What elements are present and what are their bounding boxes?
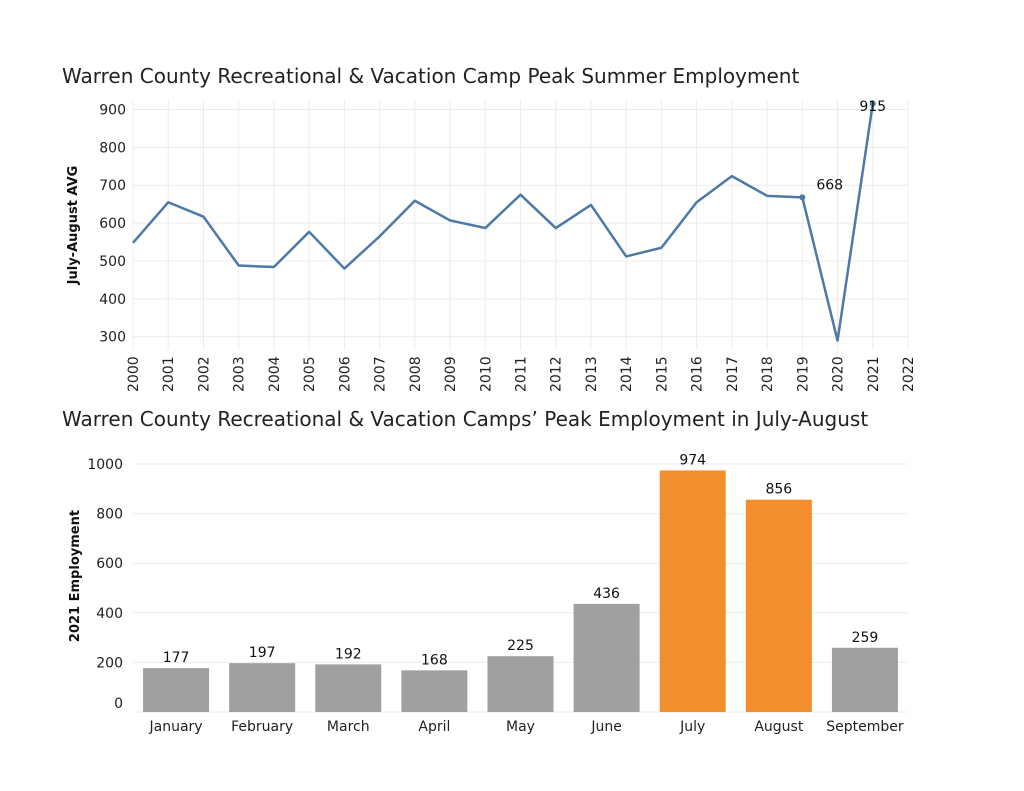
data-label: 915 xyxy=(859,99,886,115)
x-tick-label: 2011 xyxy=(514,356,530,392)
y-tick-label: 400 xyxy=(99,292,126,308)
data-label: 668 xyxy=(816,177,843,193)
bar xyxy=(315,664,382,712)
x-tick-label: August xyxy=(754,719,804,735)
x-tick-label: 2021 xyxy=(866,356,882,392)
data-label: 197 xyxy=(249,645,276,661)
x-tick-label: May xyxy=(506,719,535,735)
x-tick-label: June xyxy=(590,719,622,735)
x-tick-label: 2003 xyxy=(232,356,248,392)
bar xyxy=(229,663,296,712)
bar xyxy=(143,668,210,712)
data-label: 168 xyxy=(421,652,448,668)
data-label: 177 xyxy=(163,650,190,666)
line-chart: 300 400 500 600 700 800 900 2000 2001 2002 2003 200… xyxy=(66,99,917,392)
y-axis-label: 2021 Employment xyxy=(68,510,83,642)
y-tick-label: 800 xyxy=(96,507,123,523)
bar-chart-title: Warren County Recreational & Vacation Ca… xyxy=(62,407,869,431)
x-tick-label: 2004 xyxy=(267,356,283,392)
x-tick-label: 2002 xyxy=(196,356,212,392)
bar xyxy=(487,656,554,712)
data-label: 192 xyxy=(335,646,362,662)
x-tick-label: 2009 xyxy=(443,356,459,392)
data-label: 856 xyxy=(765,482,792,498)
x-tick-label: 2005 xyxy=(302,356,318,392)
y-tick-label: 1000 xyxy=(87,457,123,473)
x-tick-label: February xyxy=(231,719,293,735)
x-tick-label: April xyxy=(418,719,450,735)
data-point xyxy=(869,100,876,107)
bar xyxy=(745,499,812,712)
y-tick-label: 300 xyxy=(99,330,126,346)
bar xyxy=(659,470,726,712)
x-tick-label: January xyxy=(149,719,203,735)
data-label: 259 xyxy=(852,630,879,646)
y-tick-label: 800 xyxy=(99,140,126,156)
x-tick-label: 2022 xyxy=(901,356,917,392)
y-tick-label: 500 xyxy=(99,254,126,270)
x-tick-label: 2013 xyxy=(584,356,600,392)
y-tick-label: 600 xyxy=(96,556,123,572)
data-label: 436 xyxy=(593,586,620,602)
series-line xyxy=(132,103,875,342)
bar xyxy=(831,647,898,712)
y-tick-label: 600 xyxy=(99,216,126,232)
x-tick-label: 2014 xyxy=(619,356,635,392)
x-tick-label: 2012 xyxy=(549,356,565,392)
x-tick-label: September xyxy=(826,719,904,735)
y-tick-label: 900 xyxy=(99,102,126,118)
x-tick-label: 2017 xyxy=(725,356,741,392)
x-tick-label: March xyxy=(327,719,370,735)
x-tick-label: 2020 xyxy=(831,356,847,392)
x-tick-label: 2010 xyxy=(478,356,494,392)
x-tick-label: 2006 xyxy=(337,356,353,392)
x-tick-label: 2007 xyxy=(373,356,389,392)
x-tick-label: 2018 xyxy=(760,356,776,392)
line-chart-title: Warren County Recreational & Vacation Ca… xyxy=(62,64,800,88)
data-label: 974 xyxy=(679,452,706,468)
x-tick-label: July xyxy=(679,719,705,735)
y-tick-label: 200 xyxy=(96,655,123,671)
x-tick-label: 2001 xyxy=(161,356,177,392)
y-tick-label: 400 xyxy=(96,606,123,622)
bar xyxy=(573,603,640,712)
y-axis-label: July-August AVG xyxy=(66,166,81,286)
data-point xyxy=(799,194,806,201)
y-tick-label: 0 xyxy=(114,696,123,712)
x-tick-label: 2019 xyxy=(795,356,811,392)
bar xyxy=(401,670,468,712)
x-tick-label: 2000 xyxy=(126,356,142,392)
data-label: 225 xyxy=(507,638,534,654)
x-tick-label: 2008 xyxy=(408,356,424,392)
y-tick-label: 700 xyxy=(99,178,126,194)
x-tick-label: 2015 xyxy=(654,356,670,392)
x-tick-label: 2016 xyxy=(690,356,706,392)
